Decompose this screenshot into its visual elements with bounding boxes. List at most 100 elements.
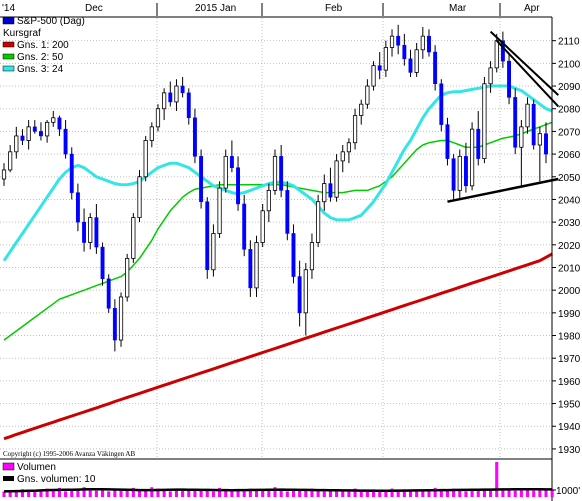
candle	[69, 147, 74, 200]
candle	[451, 154, 456, 200]
candle	[463, 142, 468, 193]
volume-bar	[218, 487, 222, 497]
candle-body-down	[279, 156, 284, 191]
candle	[180, 76, 185, 98]
candle-body-up	[260, 210, 265, 243]
volume-bar	[88, 489, 92, 497]
candle	[519, 120, 524, 186]
volume-bar	[211, 491, 215, 497]
candle	[248, 240, 253, 297]
candle-body-up	[174, 85, 179, 103]
candle-body-up	[334, 160, 339, 198]
candle	[457, 149, 462, 200]
legend-item: Gns. 2: 50	[2, 52, 64, 63]
candle	[199, 149, 204, 209]
support-trendline	[447, 177, 559, 203]
candle-body-up	[211, 233, 216, 271]
candle-body-up	[51, 117, 56, 123]
x-tick-label: Apr	[524, 3, 540, 14]
copyright-text: Copyright (c) 1995-2006 Avanza Väkingen …	[3, 450, 135, 458]
volume-bar	[27, 491, 31, 497]
legend-label: Gns. 3: 24	[17, 64, 64, 75]
volume-bar	[322, 491, 326, 497]
candle	[414, 42, 419, 77]
candle-body-down	[236, 167, 240, 205]
candle-body-up	[389, 35, 395, 48]
candle	[316, 194, 321, 248]
volume-bar	[390, 488, 394, 497]
y-tick-label: 2090	[558, 82, 581, 93]
candle-body-down	[180, 85, 185, 94]
legend-swatch	[2, 65, 15, 72]
candle	[427, 29, 431, 57]
volume-bar	[501, 488, 505, 497]
volume-bar	[507, 490, 511, 497]
volume-bar	[427, 490, 431, 497]
candle-body-up	[365, 85, 370, 105]
candle	[266, 183, 271, 223]
candle-body-up	[131, 217, 136, 259]
volume-bar	[131, 487, 135, 497]
candle-body-down	[427, 35, 431, 53]
volume-bar	[20, 489, 25, 497]
candle-body-down	[100, 246, 105, 280]
candle	[174, 79, 179, 111]
candle	[352, 108, 358, 150]
volume-bar	[125, 489, 129, 497]
candle-body-up	[309, 242, 315, 271]
volume-bar	[230, 489, 234, 497]
candle-body-down	[75, 192, 80, 223]
candle	[211, 224, 216, 277]
candle-body-up	[217, 187, 222, 234]
candle	[272, 149, 278, 195]
y-tick-label: 1960	[558, 377, 581, 388]
volume-bar	[445, 490, 449, 497]
legend-item: Kursgraf	[3, 28, 41, 39]
candle-body-up	[88, 217, 93, 243]
candle-body-down	[513, 97, 518, 148]
candle	[82, 208, 87, 252]
resistance-trendline	[489, 30, 560, 96]
candle-body-up	[26, 126, 31, 141]
candle	[328, 167, 333, 202]
candle-body-down	[168, 92, 173, 103]
volume-legend-label: Volumen	[17, 462, 56, 473]
volume-bar	[359, 490, 363, 497]
axis-layer: 1930 1940 1950 1960 1970 1980 1990 2000 2010 2020…	[0, 3, 581, 501]
candle	[229, 140, 234, 173]
candle-body-up	[383, 47, 388, 71]
candle-body-up	[272, 155, 278, 191]
candle	[26, 120, 31, 150]
ma24-line	[2, 84, 553, 262]
legend-label: Gns. 1: 200	[17, 40, 69, 51]
candle	[544, 122, 548, 164]
candle	[112, 299, 117, 352]
y-tick-label: 2080	[558, 105, 581, 116]
volume-bar	[525, 490, 530, 497]
volume-bar	[82, 487, 86, 497]
legend-item: Gns. 3: 24	[2, 64, 64, 75]
candle-body-up	[371, 65, 376, 87]
volume-bar	[285, 491, 289, 497]
volume-bar	[113, 490, 117, 497]
volume-bar	[8, 490, 12, 497]
candle-body-down	[291, 233, 296, 277]
legend-swatch	[2, 53, 15, 60]
volume-bar	[254, 490, 259, 497]
candle	[383, 40, 388, 77]
y-tick-label: 2060	[558, 150, 581, 161]
candle	[482, 76, 487, 164]
volume-bar	[193, 488, 197, 497]
candle	[309, 233, 315, 279]
candle	[433, 45, 438, 91]
candle	[32, 120, 37, 134]
x-tick-label: 2015 Jan	[195, 3, 236, 14]
volume-bar	[64, 491, 68, 497]
candle-body-down	[39, 131, 43, 137]
volume-bar	[168, 491, 172, 497]
candle-body-up	[525, 103, 530, 128]
volume-bar	[458, 490, 462, 497]
candle-body-up	[223, 155, 228, 189]
